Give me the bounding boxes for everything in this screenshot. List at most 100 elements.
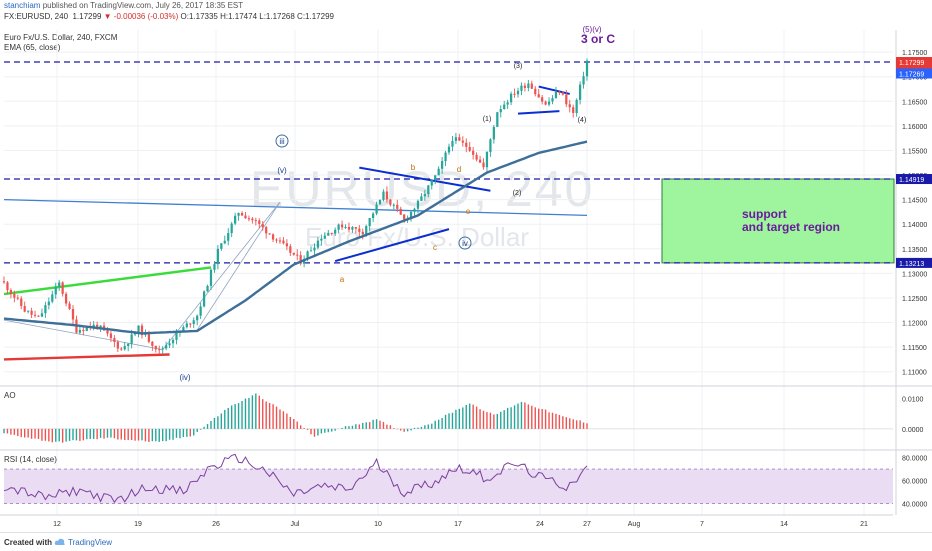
candle-body [572,107,575,113]
wave-iv-low-label: (iv) [179,373,190,382]
rsi-legend[interactable]: RSI (14, close) [4,455,57,464]
level-mid-tag-bg [896,174,932,185]
created-with-text: Created with [4,538,53,547]
trendlines [3,85,588,361]
candle-body [513,93,516,95]
candle-body [237,212,240,216]
price-tick-label: 1.14500 [902,198,927,205]
candle-body [451,140,454,147]
candle-body [37,315,40,317]
candle-body [506,102,509,105]
publisher-line: stanchiam published on TradingView.com, … [4,1,243,10]
candle-body [161,348,164,350]
price-tick-label: 1.11500 [902,345,927,352]
candle-body [64,293,68,304]
candle-body [561,92,564,95]
time-tick-label: 26 [212,521,220,528]
candle-body [375,204,378,214]
candle-body [516,90,520,95]
candle-body [265,227,268,234]
candle-body [482,162,485,168]
candle-body [458,137,461,141]
level-low-tag-bg [896,257,932,268]
candle-body [465,142,468,147]
footer: Created with TradingView [0,532,932,551]
candle-body [368,218,371,227]
wave-e-label: e [466,207,471,216]
candle-body [330,232,333,234]
candle-body [565,94,568,105]
candle-body [423,194,426,197]
candle-body [137,325,140,334]
candle-body [61,282,64,294]
candle-body [20,298,23,307]
candle-body [444,152,447,162]
candle-body [85,326,88,331]
candle-body [2,281,6,283]
candle-body [209,269,213,286]
last-price: 1.17299 [72,12,102,21]
green-resistance-line [3,266,212,296]
grid [0,30,932,515]
candle-body [189,323,192,325]
wave-iv-circle [458,236,472,250]
rsi-tick-label: 40.0000 [902,502,927,509]
candle-body [171,339,175,344]
tradingview-brand[interactable]: TradingView [68,538,113,547]
time-tick-label: 7 [700,521,704,528]
wave-1-label: (1) [483,116,492,123]
candle-body [558,91,561,93]
candle-body [434,175,437,181]
chart-canvas[interactable]: 1.11000 1.11500 1.12000 1.12500 1.13000 1.135… [0,0,932,532]
candle-body [47,301,50,306]
wave-iii-circle [275,134,289,148]
candle-body [378,199,382,205]
channel-rise-lower [162,201,281,350]
time-tick-label: 21 [860,521,868,528]
publisher-user[interactable]: stanchiam [4,1,41,10]
candle-body [68,303,71,309]
time-tick-label: 12 [53,521,61,528]
candle-body [337,224,340,230]
candle-body [247,218,251,220]
price-tick-label: 1.11000 [902,370,927,377]
ao-legend[interactable]: AO [4,391,16,400]
candle-body [271,234,275,240]
candle-body [313,247,316,251]
candle-body [23,306,26,312]
candle-body [430,180,433,186]
candle-body [554,91,558,99]
candle-body [199,306,202,316]
candle-body [165,345,168,349]
candle-body [365,226,368,235]
candle-body [403,214,406,220]
candle-body [499,109,502,113]
ema-legend[interactable]: EMA (65, close) [4,43,61,52]
candle-body [151,341,154,346]
time-tick-label: 24 [536,521,544,528]
chart-header: stanchiam published on TradingView.com, … [0,0,932,40]
candle-body [496,112,499,127]
candle-body [130,334,133,344]
candle-body [192,320,195,325]
candle-body [213,264,216,270]
price-tick-label: 1.16500 [902,99,927,106]
candle-body [392,204,395,206]
candle-body [340,224,344,228]
candle-body [334,229,337,234]
candle-body [568,104,571,108]
candle-body [358,228,361,232]
wave-labels: iii (v) (iv) iv (5)(v)3 or C (1) (2) (3) (4) a b c d… [179,25,615,382]
candle-body [347,226,351,230]
wave-4-label: (4) [578,117,587,124]
candle-body [461,140,464,143]
chart-title: Euro Fx/U.S. Dollar, 240, FXCM [4,33,118,42]
last-price-tag: 1.17299 [899,60,924,67]
time-tick-label: 17 [454,521,462,528]
ema-line [3,140,588,335]
candle-body [223,240,226,244]
candle-body [478,159,482,163]
support-zone [661,178,895,264]
candle-body [354,227,357,229]
